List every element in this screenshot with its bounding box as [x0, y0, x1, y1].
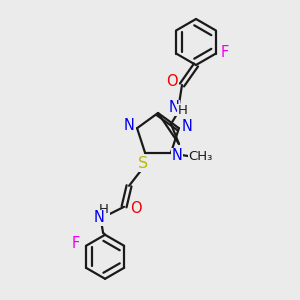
Text: F: F — [221, 45, 229, 60]
Text: S: S — [138, 156, 148, 171]
Text: N: N — [169, 100, 179, 116]
Text: CH₃: CH₃ — [189, 150, 213, 163]
Text: N: N — [172, 148, 182, 163]
Text: O: O — [130, 201, 142, 216]
Text: H: H — [178, 104, 188, 118]
Text: N: N — [124, 118, 134, 133]
Text: O: O — [166, 74, 178, 88]
Text: H: H — [99, 203, 109, 216]
Text: N: N — [182, 119, 192, 134]
Text: N: N — [94, 210, 104, 225]
Text: F: F — [72, 236, 80, 251]
